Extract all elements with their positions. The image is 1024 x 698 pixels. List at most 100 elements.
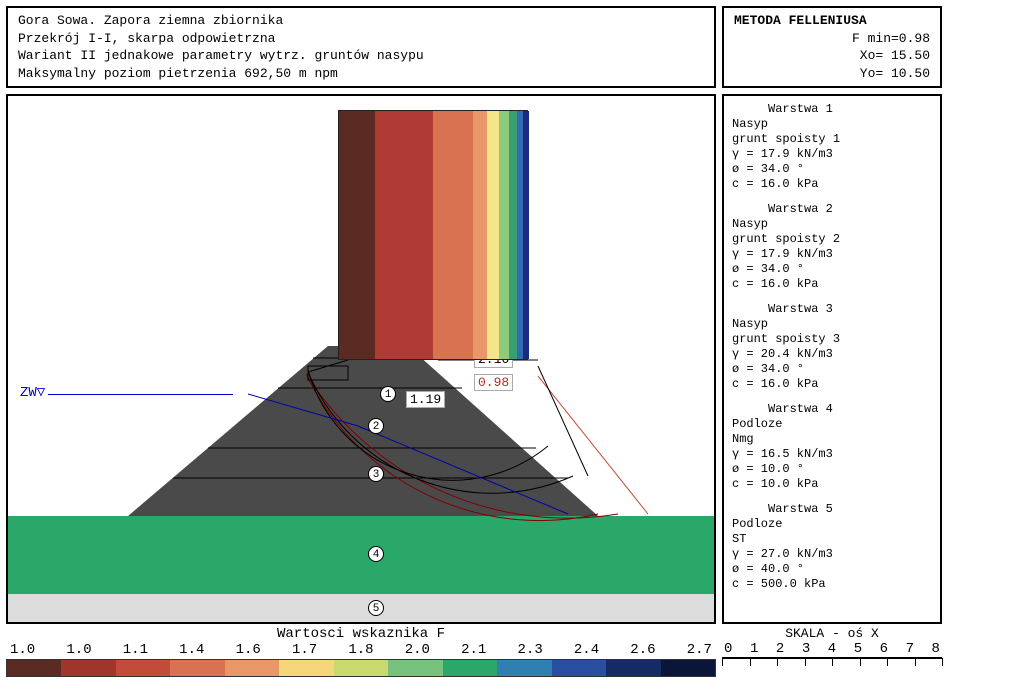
inset-band bbox=[433, 111, 473, 359]
value-1-19: 1.19 bbox=[406, 391, 445, 408]
scale-tick: 3 bbox=[802, 641, 810, 657]
zoom-inset bbox=[338, 110, 528, 360]
layer-block: Warstwa 4PodlozeNmgγ = 16.5 kN/m3ø = 10.… bbox=[732, 402, 932, 492]
legend-tick: 2.4 bbox=[574, 642, 599, 658]
layer-name: Nasyp bbox=[732, 117, 932, 132]
legend-tick: 1.0 bbox=[66, 642, 91, 658]
diagram-box: ZW▽ 1 2 3 4 5 2.16 0.98 1.19 bbox=[6, 94, 716, 624]
zw-label: ZW▽ bbox=[20, 384, 45, 401]
legend-segment bbox=[279, 660, 333, 676]
scale-tick: 1 bbox=[750, 641, 758, 657]
inset-band bbox=[487, 111, 499, 359]
legend-segment bbox=[497, 660, 551, 676]
legend-tick: 1.4 bbox=[179, 642, 204, 658]
layer-title: Warstwa 3 bbox=[732, 302, 932, 317]
stratum-5 bbox=[8, 594, 714, 622]
yo-label: Yo= 10.50 bbox=[734, 65, 930, 83]
legend-segment bbox=[61, 660, 115, 676]
legend-ticks: 1.01.01.11.41.61.71.82.02.12.32.42.62.7 bbox=[6, 642, 716, 658]
layer-name: Podloze bbox=[732, 517, 932, 532]
legend-segment bbox=[334, 660, 388, 676]
layer-name: Nasyp bbox=[732, 317, 932, 332]
layer-subtype: grunt spoisty 1 bbox=[732, 132, 932, 147]
layer-name: Nasyp bbox=[732, 217, 932, 232]
legend-segment bbox=[552, 660, 606, 676]
inset-band bbox=[499, 111, 509, 359]
layer-title: Warstwa 1 bbox=[732, 102, 932, 117]
value-0-98: 0.98 bbox=[474, 374, 513, 391]
layer-gamma: γ = 20.4 kN/m3 bbox=[732, 347, 932, 362]
layer-title: Warstwa 4 bbox=[732, 402, 932, 417]
layer-c: c = 16.0 kPa bbox=[732, 277, 932, 292]
zw-line bbox=[48, 394, 233, 395]
header-line4: Maksymalny poziom pietrzenia 692,50 m np… bbox=[18, 65, 704, 83]
layer-subtype: grunt spoisty 3 bbox=[732, 332, 932, 347]
layers-box: Warstwa 1Nasypgrunt spoisty 1γ = 17.9 kN… bbox=[722, 94, 942, 624]
inset-band bbox=[509, 111, 517, 359]
layer-block: Warstwa 1Nasypgrunt spoisty 1γ = 17.9 kN… bbox=[732, 102, 932, 192]
legend-segment bbox=[116, 660, 170, 676]
scale-box: SKALA - oś X 012345678 bbox=[722, 626, 942, 677]
layer-phi: ø = 34.0 ° bbox=[732, 362, 932, 377]
legend-title: Wartosci wskaznika F bbox=[6, 626, 716, 642]
layer-name: Podloze bbox=[732, 417, 932, 432]
inset-band bbox=[523, 111, 529, 359]
layer-title: Warstwa 2 bbox=[732, 202, 932, 217]
inset-band bbox=[339, 111, 375, 359]
layer-subtype: ST bbox=[732, 532, 932, 547]
scale-tick: 6 bbox=[880, 641, 888, 657]
layer-subtype: Nmg bbox=[732, 432, 932, 447]
layer-c: c = 16.0 kPa bbox=[732, 377, 932, 392]
middle-row: ZW▽ 1 2 3 4 5 2.16 0.98 1.19 bbox=[6, 94, 1018, 624]
xo-label: Xo= 15.50 bbox=[734, 47, 930, 65]
layer-phi: ø = 34.0 ° bbox=[732, 262, 932, 277]
method-label: METODA FELLENIUSA bbox=[734, 12, 930, 30]
legend-tick: 2.0 bbox=[405, 642, 430, 658]
scale-title: SKALA - oś X bbox=[722, 626, 942, 641]
layer-c: c = 500.0 kPa bbox=[732, 577, 932, 592]
legend-tick: 2.7 bbox=[687, 642, 712, 658]
legend-box: Wartosci wskaznika F 1.0 1.0 1.1 1.4 1.6 1.7 1… bbox=[6, 626, 716, 677]
stratum-4 bbox=[8, 516, 714, 594]
legend-tick: 2.6 bbox=[630, 642, 655, 658]
scale-tick: 8 bbox=[932, 641, 940, 657]
layer-block: Warstwa 3Nasypgrunt spoisty 3γ = 20.4 kN… bbox=[732, 302, 932, 392]
legend-bar bbox=[6, 659, 716, 677]
legend-tick: 1.8 bbox=[348, 642, 373, 658]
header-line1: Gora Sowa. Zapora ziemna zbiornika bbox=[18, 12, 704, 30]
layer-title: Warstwa 5 bbox=[732, 502, 932, 517]
layer-c: c = 10.0 kPa bbox=[732, 477, 932, 492]
legend-segment bbox=[388, 660, 442, 676]
scale-line bbox=[722, 657, 942, 665]
legend-segment bbox=[661, 660, 715, 676]
fmin-label: F min=0.98 bbox=[734, 30, 930, 48]
legend-tick: 1.0 bbox=[10, 642, 35, 658]
top-row: Gora Sowa. Zapora ziemna zbiornika Przek… bbox=[6, 6, 1018, 88]
layer-phi: ø = 10.0 ° bbox=[732, 462, 932, 477]
legend-segment bbox=[606, 660, 660, 676]
legend-segment bbox=[443, 660, 497, 676]
layer-block: Warstwa 5PodlozeSTγ = 27.0 kN/m3ø = 40.0… bbox=[732, 502, 932, 592]
inset-band bbox=[473, 111, 487, 359]
legend-tick: 1.6 bbox=[236, 642, 261, 658]
layer-subtype: grunt spoisty 2 bbox=[732, 232, 932, 247]
layer-gamma: γ = 17.9 kN/m3 bbox=[732, 247, 932, 262]
legend-tick: 1.7 bbox=[292, 642, 317, 658]
result-box: METODA FELLENIUSA F min=0.98 Xo= 15.50 Y… bbox=[722, 6, 942, 88]
scale-ticks: 012345678 bbox=[722, 641, 942, 657]
bottom-row: Wartosci wskaznika F 1.0 1.0 1.1 1.4 1.6 1.7 1… bbox=[6, 626, 1018, 677]
scale-tick: 2 bbox=[776, 641, 784, 657]
legend-segment bbox=[225, 660, 279, 676]
scale-tick: 0 bbox=[724, 641, 732, 657]
layer-gamma: γ = 16.5 kN/m3 bbox=[732, 447, 932, 462]
legend-segment bbox=[170, 660, 224, 676]
scale-tick: 5 bbox=[854, 641, 862, 657]
legend-tick: 1.1 bbox=[123, 642, 148, 658]
layer-c: c = 16.0 kPa bbox=[732, 177, 932, 192]
header-line2: Przekrój I-I, skarpa odpowietrzna bbox=[18, 30, 704, 48]
header-line3: Wariant II jednakowe parametry wytrz. gr… bbox=[18, 47, 704, 65]
scale-tick: 4 bbox=[828, 641, 836, 657]
layer-gamma: γ = 27.0 kN/m3 bbox=[732, 547, 932, 562]
dam bbox=[128, 346, 598, 516]
dam-svg bbox=[128, 346, 598, 516]
